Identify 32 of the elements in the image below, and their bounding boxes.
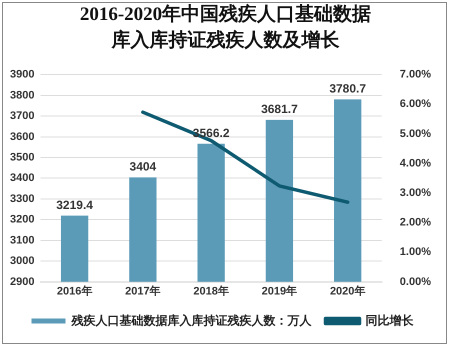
data-label: 3219.4 [56, 198, 94, 212]
data-label: 3681.7 [261, 102, 298, 116]
x-tick-label: 2017年 [125, 284, 161, 298]
y-tick-label: 3300 [10, 192, 34, 205]
x-tick-label: 2018年 [193, 284, 229, 298]
x-tick-label: 2016年 [56, 284, 92, 298]
y2-tick-label: 7.00% [400, 68, 432, 81]
y-tick-label: 3800 [10, 89, 34, 102]
y-tick-label: 3000 [10, 255, 34, 268]
y-tick-label: 3200 [10, 214, 34, 226]
y2-tick-label: 1.00% [400, 246, 432, 258]
legend-label: 残疾人口基础数据库入库持证残疾人数：万人 [70, 313, 312, 328]
y2-tick-label: 3.00% [400, 187, 432, 200]
y-tick-label: 3100 [10, 234, 34, 246]
data-label: 3566.2 [192, 126, 230, 140]
y-tick-label: 3400 [10, 172, 34, 184]
y-tick-label: 3600 [10, 130, 34, 143]
x-tick-label: 2019年 [262, 284, 298, 298]
y-tick-label: 2900 [10, 276, 34, 288]
y-tick-label: 3500 [10, 152, 34, 164]
y2-tick-label: 0.00% [400, 276, 432, 288]
x-tick-label: 2020年 [330, 284, 366, 298]
y2-tick-label: 6.00% [400, 98, 432, 110]
chart-title: 2016-2020年中国残疾人口基础数据库入库持证残疾人数及增长 [78, 2, 372, 53]
data-label: 3780.7 [329, 82, 366, 96]
y-tick-label: 3700 [10, 110, 34, 122]
legend-label: 同比增长 [366, 313, 414, 328]
y2-tick-label: 2.00% [400, 216, 432, 229]
y2-tick-label: 5.00% [400, 128, 432, 140]
y-tick-label: 3900 [10, 68, 34, 81]
y2-tick-label: 4.00% [400, 157, 432, 170]
data-label: 3404 [130, 160, 157, 174]
